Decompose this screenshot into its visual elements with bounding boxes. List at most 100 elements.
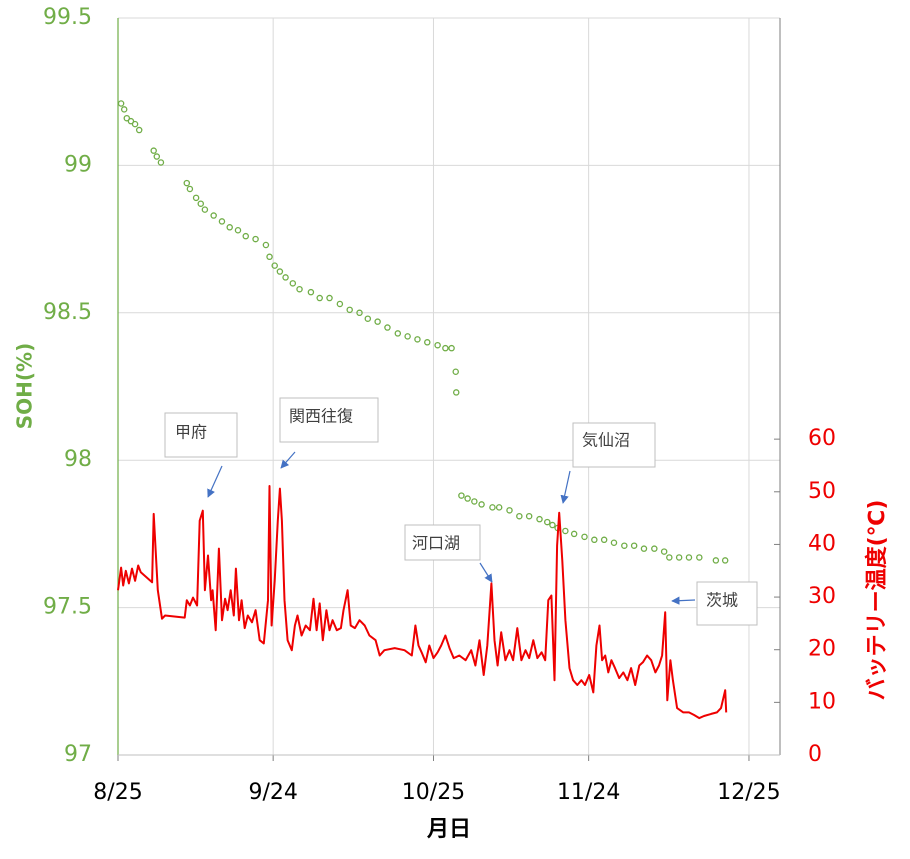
point <box>525 512 533 520</box>
y-tick-label: 99 <box>64 152 92 177</box>
point <box>242 232 249 240</box>
point <box>660 548 668 555</box>
y2-tick-label: 40 <box>808 531 836 556</box>
point <box>197 200 204 207</box>
point <box>544 518 551 526</box>
point <box>234 227 242 234</box>
y2-tick-label: 50 <box>808 479 836 504</box>
y2-axis-title: バッテリー温度(℃) <box>864 500 890 701</box>
y-tick-label: 98.5 <box>43 300 92 325</box>
y2-tick-label: 60 <box>808 426 836 451</box>
line <box>117 485 728 720</box>
point <box>226 224 233 231</box>
point <box>346 306 353 314</box>
point <box>186 185 194 193</box>
point <box>495 504 503 511</box>
point <box>621 542 628 549</box>
point <box>289 280 297 287</box>
annotation: 気仙沼 <box>582 431 630 450</box>
y2-tick-label: 30 <box>808 584 836 609</box>
point <box>157 159 165 166</box>
point <box>210 212 217 219</box>
point <box>252 235 259 243</box>
point <box>721 557 729 564</box>
annotation: 関西往復 <box>289 407 353 426</box>
point <box>135 126 143 134</box>
point <box>127 117 135 125</box>
arrow <box>560 470 571 504</box>
point <box>296 285 303 293</box>
point <box>549 521 556 529</box>
arrow <box>280 451 296 469</box>
point <box>192 194 200 202</box>
point <box>183 179 191 187</box>
point <box>458 492 465 499</box>
point <box>153 153 161 160</box>
point <box>630 542 638 549</box>
annotation: 茨城 <box>706 591 738 610</box>
point <box>610 539 618 546</box>
point <box>120 106 128 113</box>
annotation-box <box>164 412 238 458</box>
point <box>685 554 693 561</box>
point <box>394 330 402 337</box>
point <box>506 507 513 514</box>
annotation-box <box>279 397 379 443</box>
point <box>316 294 323 302</box>
point <box>478 501 485 508</box>
y2-tick-label: 10 <box>808 689 836 714</box>
point <box>123 114 131 122</box>
point <box>364 315 372 322</box>
annotation-box <box>404 524 481 561</box>
point <box>712 557 720 564</box>
annotations: 甲府 関西往復 河口湖 気仙沼 茨城 <box>164 397 758 626</box>
point <box>452 368 459 376</box>
point <box>581 533 588 541</box>
point <box>266 253 273 261</box>
point <box>374 318 381 325</box>
annotation: 河口湖 <box>412 534 460 553</box>
point <box>307 288 315 296</box>
point <box>675 554 683 561</box>
point <box>271 262 278 269</box>
point <box>404 333 411 340</box>
point <box>640 545 648 552</box>
point <box>356 309 363 317</box>
x-tick-label: 11/24 <box>557 780 620 805</box>
point <box>262 241 270 249</box>
point <box>600 536 608 544</box>
arrow <box>671 596 696 605</box>
annotation: 甲府 <box>175 423 207 442</box>
point <box>448 344 455 352</box>
point <box>562 527 569 535</box>
point <box>570 530 578 538</box>
point <box>651 545 658 552</box>
point <box>471 498 478 505</box>
grid <box>117 17 781 761</box>
arrow <box>479 562 493 583</box>
point <box>414 336 421 343</box>
y-tick-label: 97 <box>64 742 92 767</box>
point <box>282 274 289 281</box>
y-tick-label: 97.5 <box>43 595 92 620</box>
point <box>336 300 344 308</box>
point <box>464 495 471 502</box>
point <box>326 294 333 302</box>
point <box>201 206 209 213</box>
annotation-box <box>696 581 758 626</box>
arrow <box>207 465 223 498</box>
y2-tick-label: 20 <box>808 637 836 662</box>
x-tick-label: 10/25 <box>402 780 465 805</box>
x-tick-label: 12/25 <box>717 780 780 805</box>
point <box>384 324 391 331</box>
plot <box>117 100 729 720</box>
annotation-box <box>572 422 656 468</box>
y-tick-label: 99.5 <box>43 5 92 30</box>
y2-tick-label: 0 <box>808 742 822 767</box>
point <box>424 339 431 346</box>
point <box>696 554 703 561</box>
y-tick-label: 98 <box>64 447 92 472</box>
point <box>131 120 139 128</box>
point <box>666 554 673 561</box>
